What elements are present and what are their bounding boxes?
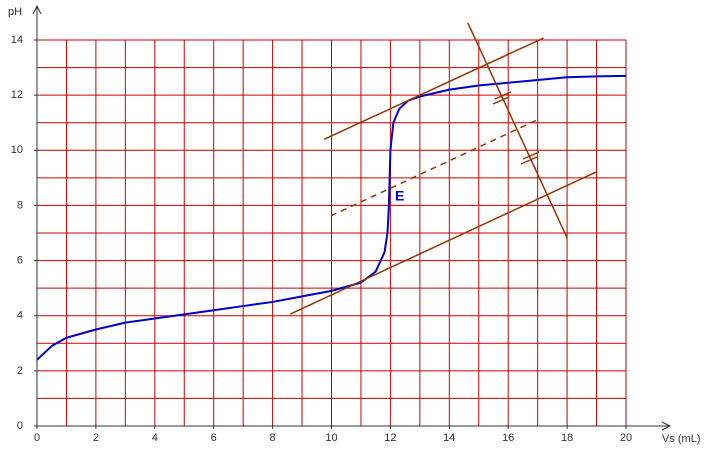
x-tick-label: 20 [620, 432, 632, 444]
y-tick-label: 6 [17, 254, 23, 266]
x-tick-label: 16 [502, 432, 514, 444]
line [323, 37, 544, 140]
x-tick-label: 2 [93, 432, 99, 444]
line [467, 22, 568, 239]
y-tick-label: 4 [17, 310, 23, 322]
y-tick-label: 2 [17, 365, 23, 377]
x-tick-label: 12 [384, 432, 396, 444]
y-tick-label: 14 [11, 34, 23, 46]
y-tick-label: 12 [11, 89, 23, 101]
y-tick-label: 0 [17, 420, 23, 432]
equal-mark [494, 91, 512, 100]
y-axis-arrow [32, 4, 42, 15]
grid [36, 39, 627, 427]
annotation: E [395, 188, 404, 204]
x-tick-label: 14 [443, 432, 455, 444]
line [330, 119, 538, 217]
equal-mark [520, 156, 538, 165]
y-axis-label: pH [8, 6, 22, 18]
x-tick-label: 8 [270, 432, 276, 444]
x-axis-label: Vs (mL) [662, 433, 701, 445]
y-tick-label: 10 [11, 144, 23, 156]
line [36, 74, 627, 361]
line [289, 171, 597, 315]
equal-mark [492, 96, 510, 105]
x-tick-label: 4 [152, 432, 158, 444]
equal-marks [492, 91, 540, 165]
x-tick-label: 0 [34, 432, 40, 444]
equal-mark [522, 151, 540, 160]
x-tick-label: 10 [325, 432, 337, 444]
x-tick-label: 18 [561, 432, 573, 444]
x-axis-arrow [661, 421, 672, 431]
x-tick-label: 6 [211, 432, 217, 444]
y-tick-label: 8 [17, 199, 23, 211]
marks [36, 22, 627, 361]
